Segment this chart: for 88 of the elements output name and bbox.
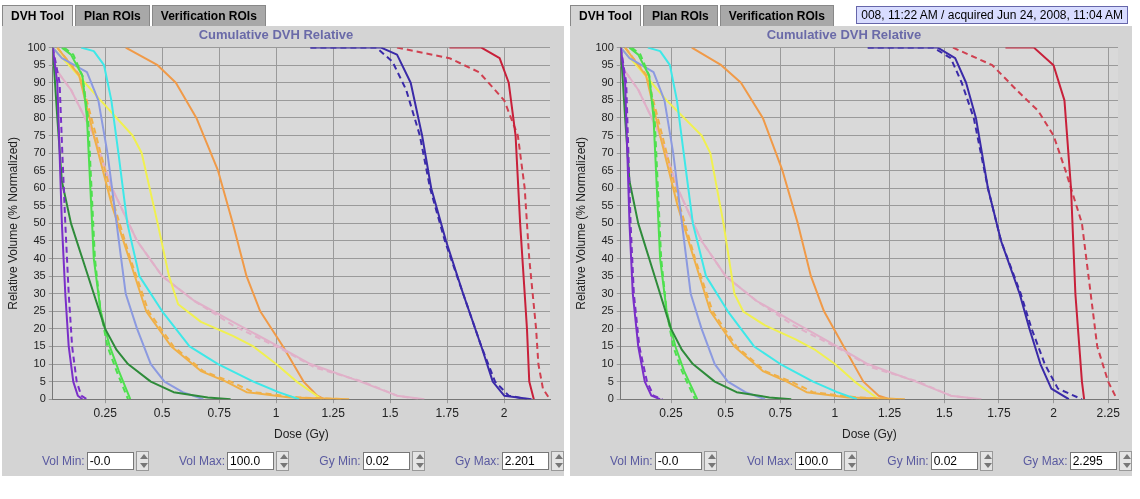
y-tick-label: 70 (601, 146, 614, 159)
text: Gy Max: (455, 454, 500, 468)
y-tick-label: 80 (33, 110, 46, 123)
y-tick-label: 10 (601, 357, 614, 370)
x-tick-label: 1 (272, 405, 280, 420)
x-tick-label: 0.75 (207, 405, 232, 420)
y-tick-label: 15 (33, 339, 46, 352)
text: 008, 11:22 AM / acquired Jun 24, 2008, 11:04 AM (856, 6, 1128, 24)
y-tick-label: 50 (601, 216, 614, 229)
text: Plan ROIs (643, 5, 718, 26)
y-tick-label: 65 (601, 163, 614, 176)
x-tick-label: 2 (1050, 405, 1058, 420)
x-tick-label: 0.5 (717, 405, 735, 420)
y-tick-label: 15 (601, 339, 614, 352)
y-tick-label: 55 (33, 198, 46, 211)
y-tick-label: 25 (601, 304, 614, 317)
chart-title: Cumulative DVH Relative (198, 27, 354, 43)
y-tick-label: 0 (607, 392, 614, 405)
y-tick-label: 35 (601, 269, 614, 282)
text: Gy Max: (1023, 454, 1068, 468)
y-tick-label: 85 (33, 93, 46, 106)
text: 2.295 (1069, 452, 1117, 470)
x-tick-label: 1.5 (935, 405, 953, 420)
x-tick-label: 1.25 (877, 405, 902, 420)
text: Vol Max: (747, 454, 794, 468)
y-tick-label: 50 (33, 216, 46, 229)
x-axis-title: Dose (Gy) (274, 427, 329, 442)
x-tick-label: 1.5 (381, 405, 399, 420)
text: Verification ROIs (719, 5, 834, 26)
text: DVH Tool (2, 5, 74, 26)
text: Plan ROIs (75, 5, 150, 26)
y-tick-label: 40 (601, 251, 614, 264)
y-tick-label: 5 (607, 374, 614, 387)
y-tick-label: 75 (33, 128, 46, 141)
text: -0.0 (654, 452, 702, 470)
y-tick-label: 25 (33, 304, 46, 317)
y-tick-label: 65 (33, 163, 46, 176)
y-axis-title: Relative Volume (% Normalized) (573, 137, 588, 310)
text: Gy Min: (319, 454, 361, 468)
y-tick-label: 60 (601, 181, 614, 194)
y-tick-label: 10 (33, 357, 46, 370)
y-axis-title: Relative Volume (% Normalized) (5, 137, 20, 310)
x-tick-label: 0.5 (153, 405, 171, 420)
text: DVH Tool (570, 5, 642, 26)
y-tick-label: 90 (33, 75, 46, 88)
y-tick-label: 80 (601, 110, 614, 123)
x-tick-label: 2 (500, 405, 508, 420)
y-tick-label: 95 (601, 58, 614, 71)
x-tick-label: 1.75 (987, 405, 1011, 420)
x-tick-label: 1 (831, 405, 839, 420)
y-tick-label: 75 (601, 128, 614, 141)
x-tick-label: 0.25 (659, 405, 684, 420)
text: Verification ROIs (151, 5, 266, 26)
x-axis-title: Dose (Gy) (842, 427, 897, 442)
text: Vol Min: (42, 454, 85, 468)
y-tick-label: 45 (601, 234, 614, 247)
y-tick-label: 45 (33, 234, 46, 247)
x-tick-label: 2.25 (1096, 405, 1121, 420)
y-tick-label: 20 (601, 321, 614, 334)
y-tick-label: 70 (33, 146, 46, 159)
x-tick-label: 1.25 (321, 405, 346, 420)
y-tick-label: 30 (601, 286, 614, 299)
text: 0.02 (930, 452, 978, 470)
text: 2.201 (501, 452, 549, 470)
x-tick-label: 0.75 (768, 405, 793, 420)
y-tick-label: 40 (33, 251, 46, 264)
y-tick-label: 85 (601, 93, 614, 106)
y-tick-label: 95 (33, 58, 46, 71)
y-tick-label: 5 (39, 374, 46, 387)
chart-title: Cumulative DVH Relative (766, 27, 922, 43)
text: Vol Min: (610, 454, 653, 468)
x-tick-label: 1.75 (435, 405, 460, 420)
text: 100.0 (227, 452, 274, 470)
y-tick-label: 20 (33, 321, 46, 334)
y-tick-label: 0 (39, 392, 46, 405)
y-tick-label: 55 (601, 198, 614, 211)
y-tick-label: 30 (33, 286, 46, 299)
text: 0.02 (362, 452, 410, 470)
y-tick-label: 100 (595, 40, 614, 53)
text: Vol Max: (179, 454, 226, 468)
text: Gy Min: (887, 454, 929, 468)
text: -0.0 (86, 452, 134, 470)
y-tick-label: 90 (601, 75, 614, 88)
x-tick-label: 0.25 (93, 405, 118, 420)
y-tick-label: 35 (33, 269, 46, 282)
text: 100.0 (795, 452, 842, 470)
y-tick-label: 60 (33, 181, 46, 194)
y-tick-label: 100 (27, 40, 46, 53)
